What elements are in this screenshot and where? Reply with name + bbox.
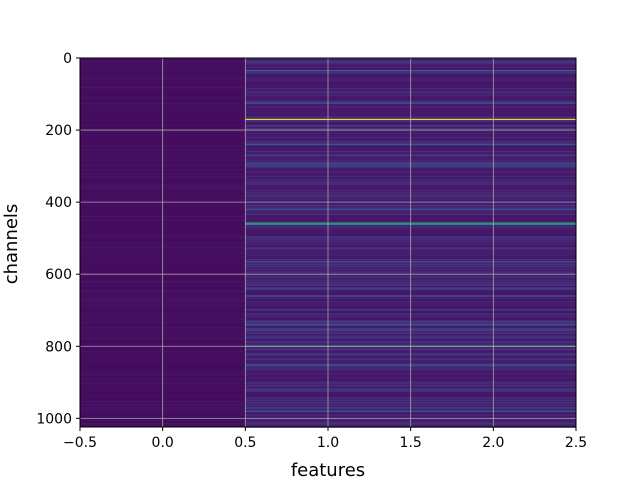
y-tick-label: 600 <box>45 267 72 283</box>
y-tick-label: 0 <box>63 51 72 67</box>
x-tick-label: 1.5 <box>400 435 422 451</box>
y-tick-label: 800 <box>45 339 72 355</box>
x-axis-label: features <box>291 460 365 480</box>
x-axis-ticks: −0.5 0.0 0.5 1.0 1.5 2.0 2.5 <box>63 427 587 451</box>
x-tick-label: 2.0 <box>482 435 504 451</box>
y-tick-label: 400 <box>45 195 72 211</box>
y-tick-label: 1000 <box>36 411 72 427</box>
y-tick-label: 200 <box>45 123 72 139</box>
x-tick-label: 1.0 <box>317 435 339 451</box>
y-axis-ticks: 0 200 400 600 800 1000 <box>36 51 80 427</box>
y-axis-label: channels <box>1 204 22 285</box>
x-tick-label: 2.5 <box>565 435 587 451</box>
x-tick-label: 0.5 <box>234 435 256 451</box>
x-tick-label: −0.5 <box>63 435 97 451</box>
x-tick-label: 0.0 <box>152 435 174 451</box>
